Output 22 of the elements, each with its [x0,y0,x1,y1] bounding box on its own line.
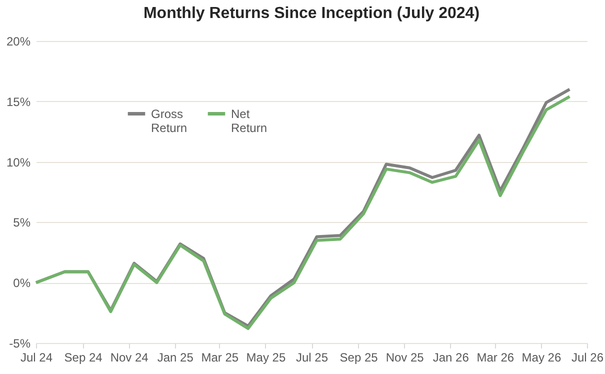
y-tick-label: 15% [6,94,31,109]
y-tick-label: 0% [13,276,31,290]
y-tick-label: 5% [13,216,31,230]
x-tick-label: Jul 24 [20,350,53,364]
x-tick-label: Jan 26 [432,350,470,364]
x-tick-label: May 25 [246,350,286,364]
x-tick-label: Sep 24 [64,350,103,364]
x-tick-label: Sep 25 [340,350,378,364]
y-tick-label: 10% [6,155,31,170]
x-tick-label: Jul 25 [296,350,328,364]
y-tick-label: -5% [9,336,31,350]
x-tick-label: Jul 26 [571,350,604,364]
x-tick-label: Nov 24 [110,350,149,364]
y-tick-label: 20% [6,34,31,48]
x-tick-label: Jan 25 [157,350,194,364]
legend-label: Net Return [231,106,268,135]
x-tick-label: Mar 25 [201,350,239,364]
chart-title: Monthly Returns Since Inception (July 2024) [143,5,480,22]
x-tick-label: May 26 [522,350,562,364]
legend-label: Gross Return [151,106,188,135]
x-tick-label: Mar 26 [476,350,514,364]
x-tick-label: Nov 25 [386,350,424,364]
